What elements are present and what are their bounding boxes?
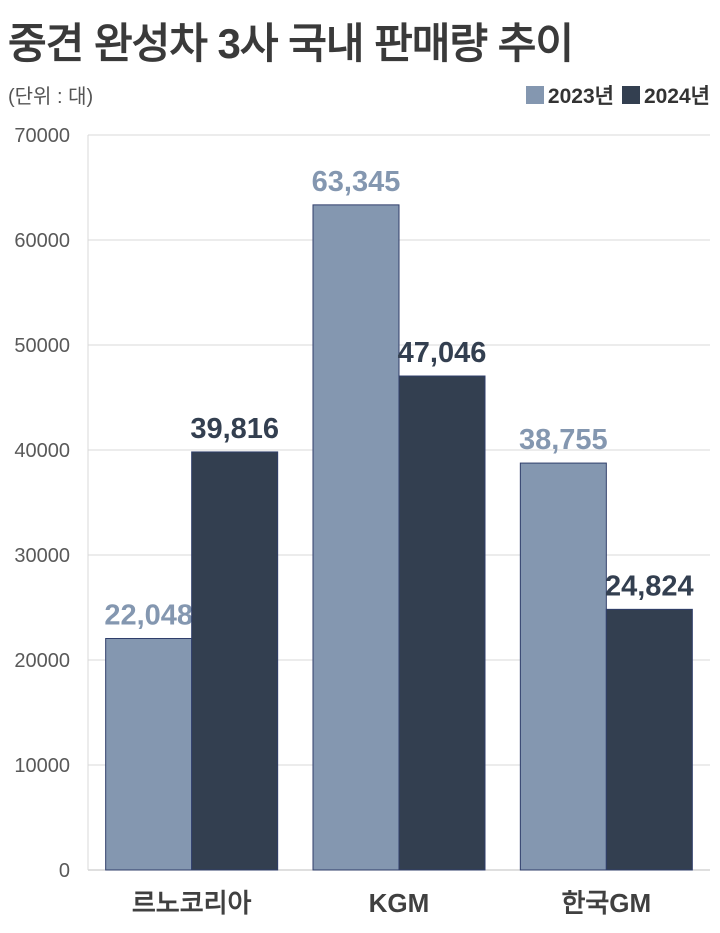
data-label-2023-0: 22,048	[104, 599, 193, 631]
x-tick-label-1: KGM	[369, 888, 430, 918]
y-tick-label-10000: 10000	[14, 755, 70, 777]
legend-label-2024: 2024년	[643, 85, 710, 108]
legend-item-2023: 2023년	[525, 80, 614, 110]
bar-2023-0	[105, 637, 193, 871]
bar-2023-2	[519, 462, 607, 871]
y-tick-label-20000: 20000	[14, 650, 70, 672]
x-tick-label-2: 한국GM	[561, 888, 651, 918]
data-label-2023-1: 63,345	[312, 166, 401, 198]
chart-title: 중견 완성차 3사 국내 판매량 추이	[8, 20, 574, 67]
unit-label: (단위 : 대)	[8, 86, 94, 108]
y-tick-label-60000: 60000	[14, 230, 70, 252]
data-label-2024-1: 47,046	[398, 337, 487, 369]
legend-swatch-2024	[621, 86, 640, 104]
bar-2023-1	[312, 204, 400, 871]
y-tick-label-0: 0	[59, 860, 70, 882]
bar-2024-0	[191, 451, 279, 871]
bar-2024-2	[605, 608, 693, 871]
legend-item-2024: 2024년	[621, 80, 710, 110]
legend: 2023년 2024년	[518, 80, 710, 110]
data-label-2024-0: 39,816	[190, 413, 279, 445]
y-tick-label-40000: 40000	[14, 440, 70, 462]
x-tick-label-0: 르노코리아	[132, 888, 252, 918]
y-tick-label-30000: 30000	[14, 545, 70, 567]
bar-2024-1	[398, 375, 486, 871]
data-label-2023-2: 38,755	[519, 424, 608, 456]
legend-swatch-2023	[525, 86, 544, 104]
data-label-2024-2: 24,824	[605, 570, 694, 602]
y-tick-label-50000: 50000	[14, 335, 70, 357]
y-tick-label-70000: 70000	[14, 125, 70, 147]
legend-label-2023: 2023년	[547, 85, 614, 108]
